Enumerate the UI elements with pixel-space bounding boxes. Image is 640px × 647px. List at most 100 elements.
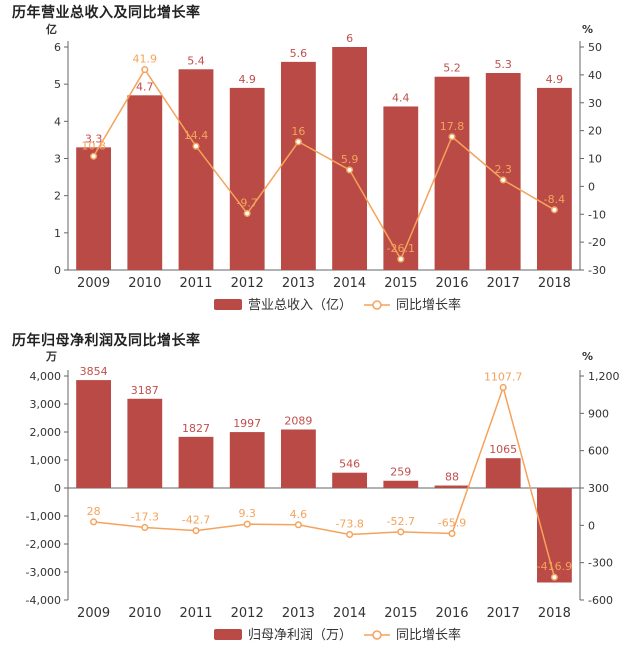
chart1-growth-point <box>346 166 354 174</box>
chart1-right-tick-label: 10 <box>588 153 602 166</box>
chart2-right-tick-label: 1,200 <box>588 370 620 383</box>
chart1-category-label: 2010 <box>128 276 161 291</box>
chart1-left-tick-label: 3 <box>54 153 61 166</box>
chart1-bar <box>485 73 521 271</box>
chart2-bar <box>178 436 214 488</box>
chart2-right-tick-label: 900 <box>588 407 609 420</box>
chart2-category-label: 2011 <box>179 606 212 621</box>
chart1-bar <box>332 47 368 270</box>
chart2-growth-label: -65.9 <box>438 517 466 530</box>
chart1-title: 历年营业总收入及同比增长率 <box>12 5 201 21</box>
chart1-legend-line-label: 同比增长率 <box>396 297 461 313</box>
chart1-bar-label: 3.3 <box>85 132 103 145</box>
chart1-growth-point <box>448 133 456 141</box>
chart2-bar <box>434 485 470 488</box>
chart2-category-label: 2015 <box>384 606 417 621</box>
chart2-right-unit: % <box>582 350 593 363</box>
chart2-growth-point <box>346 530 354 539</box>
chart2-category-label: 2009 <box>77 606 110 621</box>
chart2-growth-point <box>294 521 302 529</box>
chart1-category-label: 2016 <box>435 276 468 291</box>
chart2-left-tick-label: 2,000 <box>30 426 62 439</box>
chart1-growth-label: 5.9 <box>341 153 359 166</box>
chart2-legend-bar-swatch <box>214 629 242 640</box>
chart1-bar-label: 5.6 <box>290 47 308 60</box>
chart1-legend-bar-label: 营业总收入（亿） <box>248 298 352 313</box>
chart2-right-tick-label: -600 <box>588 594 613 607</box>
chart1-left-tick-label: 5 <box>54 78 61 91</box>
chart1-right-tick-label: 20 <box>588 125 602 138</box>
chart2-category-label: 2016 <box>435 606 468 621</box>
chart1-category-label: 2011 <box>179 276 212 291</box>
chart2-left-unit: 万 <box>45 350 57 363</box>
chart2-growth-point <box>397 528 405 536</box>
chart2-growth-label: 4.6 <box>290 508 308 521</box>
chart1-left-tick-label: 4 <box>54 115 61 128</box>
chart2-bar-label: 546 <box>339 458 360 471</box>
chart1-bar-label: 5.4 <box>187 54 205 67</box>
chart1-bar <box>76 147 112 270</box>
chart2-growth-point <box>243 520 251 528</box>
chart2-growth-point <box>90 518 98 526</box>
chart2-growth-point <box>141 523 149 532</box>
chart1-legend-bar-swatch <box>214 299 242 310</box>
chart1-category-label: 2014 <box>333 276 366 291</box>
chart1-category-label: 2018 <box>538 276 571 291</box>
chart2-bar-label: 1997 <box>233 417 261 430</box>
chart2-growth-label: -416.9 <box>537 560 572 573</box>
chart1-category-label: 2009 <box>77 276 110 291</box>
chart1-bar-label: 5.2 <box>443 62 461 75</box>
chart1-bar-label: 4.9 <box>238 73 256 86</box>
chart2-right-tick-label: 0 <box>588 519 595 532</box>
chart2-category-label: 2018 <box>538 606 571 621</box>
chart1-bar <box>178 69 214 270</box>
chart2-bar <box>332 472 368 488</box>
chart1-bar <box>229 87 265 270</box>
chart1-bar <box>536 87 572 270</box>
chart1-bar <box>434 76 470 270</box>
chart2-bar-label: 3187 <box>131 384 159 397</box>
chart1-growth-label: 2.3 <box>494 163 512 176</box>
chart1-left-tick-label: 2 <box>54 190 61 203</box>
chart2-growth-point <box>192 527 200 535</box>
chart1-right-tick-label: 40 <box>588 69 602 82</box>
chart2-category-label: 2014 <box>333 606 366 621</box>
chart2-legend-bar-label: 归母净利润（万） <box>248 628 352 643</box>
chart2-title: 历年归母净利润及同比增长率 <box>12 333 201 349</box>
chart2-bar-label: 259 <box>390 466 411 479</box>
chart2-growth-point <box>448 529 456 538</box>
chart1-growth-point <box>294 138 302 146</box>
chart2-bar <box>76 380 112 488</box>
chart1-growth-label: 14.4 <box>184 129 209 142</box>
chart1-growth-point <box>499 176 507 184</box>
chart1-growth-label: 16 <box>291 125 305 138</box>
chart1-growth-label: -8.4 <box>544 193 565 206</box>
chart2-right-tick-label: 600 <box>588 445 609 458</box>
chart2-bar-label: 1065 <box>489 443 517 456</box>
chart2-left-tick-label: 4,000 <box>30 370 62 383</box>
chart1-right-tick-label: 50 <box>588 41 602 54</box>
chart1-category-label: 2013 <box>282 276 315 291</box>
chart2-growth-point <box>550 573 558 581</box>
chart1-bar <box>127 95 163 270</box>
chart1-bar-label: 4.4 <box>392 91 410 104</box>
chart2-category-label: 2012 <box>231 606 264 621</box>
chart1-growth-point <box>550 206 558 214</box>
chart2-growth-label: 9.3 <box>238 507 256 520</box>
chart2-legend-line-label: 同比增长率 <box>396 627 461 643</box>
chart1-growth-point <box>90 152 98 160</box>
chart1-right-tick-label: -20 <box>588 236 606 249</box>
chart1-bar-label: 6 <box>346 32 353 45</box>
chart2-bar-label: 88 <box>445 471 459 484</box>
chart1-growth-point <box>192 142 200 150</box>
chart2-left-tick-label: 3,000 <box>30 398 62 411</box>
chart1-growth-label: -9.7 <box>236 196 257 209</box>
chart1-left-unit: 亿 <box>46 22 57 36</box>
chart1-bar-label: 4.9 <box>546 73 564 86</box>
chart2-left-tick-label: -1,000 <box>26 510 61 523</box>
chart1-left-tick-label: 6 <box>54 41 61 54</box>
chart1-right-tick-label: -30 <box>588 264 606 277</box>
chart1-growth-point <box>397 255 405 263</box>
